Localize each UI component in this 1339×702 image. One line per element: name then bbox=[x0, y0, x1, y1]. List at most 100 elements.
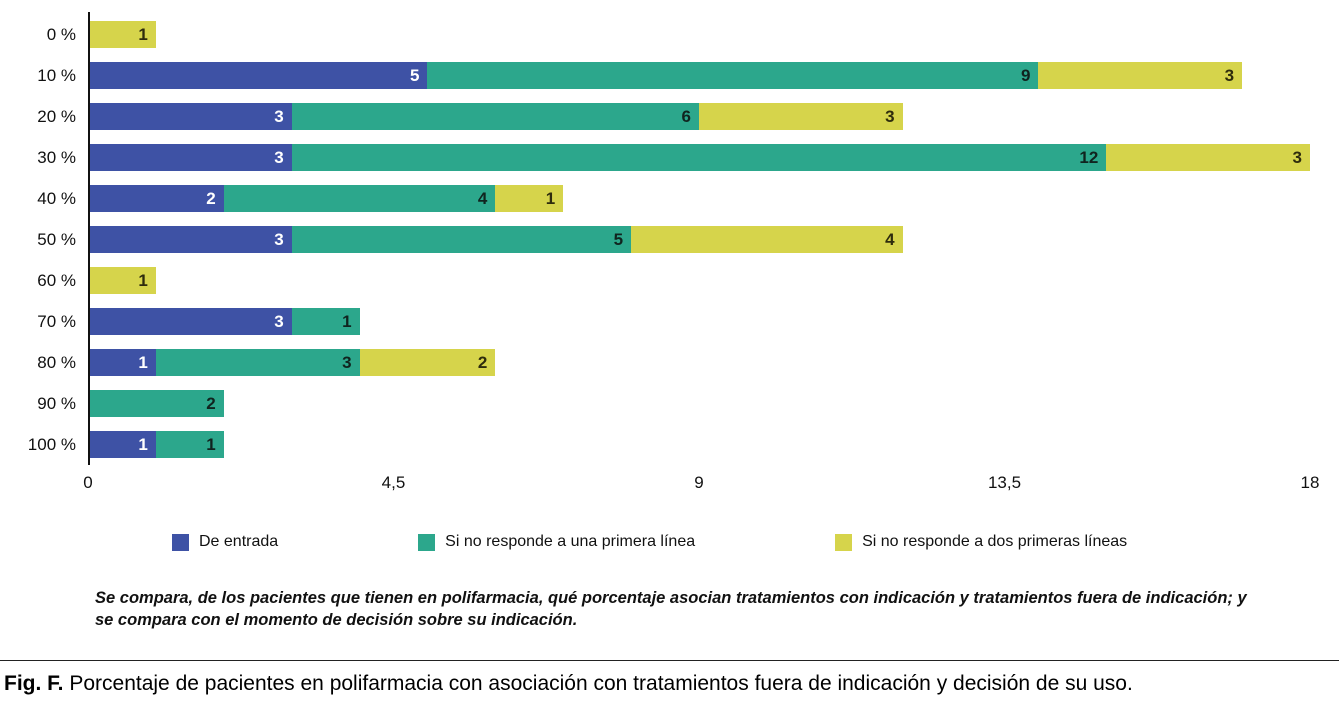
bar-value-label: 12 bbox=[1079, 148, 1099, 167]
bar-stack: 2 4 1 bbox=[88, 185, 1310, 212]
bar-value-label: 6 bbox=[681, 107, 691, 126]
bar-stack: 3 12 3 bbox=[88, 144, 1310, 171]
chart-row: 10 % 5 9 3 bbox=[0, 55, 1310, 96]
figure-caption-label: Fig. F. bbox=[4, 672, 64, 695]
y-axis-tick-label: 100 % bbox=[27, 434, 76, 454]
bar-value-label: 3 bbox=[274, 107, 284, 126]
bar-value-label: 3 bbox=[274, 312, 284, 331]
plot-rows: 0 % 1 10 % 5 9 3 20 % 3 6 3 30 % 3 12 3 40 % 2 4 1 50 % 3 5 4… bbox=[0, 14, 1310, 465]
bar-segment: 1 bbox=[291, 308, 360, 335]
y-axis-tick-label: 20 % bbox=[37, 106, 76, 126]
chart-row: 100 % 1 1 bbox=[0, 424, 1310, 465]
y-axis-tick-label: 60 % bbox=[37, 270, 76, 290]
bar-segment: 2 bbox=[359, 349, 496, 376]
bar-segment: 3 bbox=[88, 308, 292, 335]
bar-value-label: 2 bbox=[206, 189, 216, 208]
x-axis-tick-label: 18 bbox=[1300, 473, 1320, 492]
legend-swatch bbox=[835, 533, 853, 551]
chart-row: 0 % 1 bbox=[0, 14, 1310, 55]
bar-segment: 2 bbox=[88, 185, 224, 212]
x-axis-tick-label: 13,5 bbox=[987, 473, 1022, 492]
x-axis: 0 4,5 9 13,5 18 bbox=[83, 465, 1319, 501]
bar-segment: 3 bbox=[698, 103, 903, 130]
bar-value-label: 5 bbox=[613, 230, 624, 249]
bar-value-label: 1 bbox=[138, 353, 148, 372]
bar-value-label: 3 bbox=[342, 353, 352, 372]
legend-swatch bbox=[418, 533, 436, 551]
y-axis-tick-label: 70 % bbox=[37, 311, 76, 331]
bar-value-label: 3 bbox=[1224, 66, 1235, 85]
bar-segment: 3 bbox=[88, 103, 292, 130]
bar-value-label: 3 bbox=[274, 148, 284, 167]
bar-value-label: 3 bbox=[1292, 148, 1302, 167]
bar-segment: 3 bbox=[155, 349, 360, 376]
bar-segment: 4 bbox=[631, 226, 903, 253]
bar-segment: 1 bbox=[88, 431, 156, 458]
legend-label: Si no responde a una primera línea bbox=[445, 533, 696, 550]
y-axis-tick-label: 30 % bbox=[37, 147, 76, 167]
chart-row: 50 % 3 5 4 bbox=[0, 219, 1310, 260]
chart-note: Se compara, de los pacientes que tienen … bbox=[95, 589, 1247, 630]
bar-stack: 1 bbox=[88, 267, 1310, 294]
bar-segment: 9 bbox=[427, 62, 1039, 89]
bar-segment: 5 bbox=[88, 62, 428, 89]
bar-segment: 6 bbox=[291, 103, 699, 130]
bar-segment: 3 bbox=[88, 226, 292, 253]
bar-segment: 3 bbox=[1106, 144, 1310, 171]
bar-value-label: 1 bbox=[138, 435, 148, 454]
y-axis-tick-label: 90 % bbox=[37, 393, 76, 413]
figure-caption-text: Porcentaje de pacientes en polifarmacia … bbox=[69, 672, 1133, 695]
bar-value-label: 1 bbox=[138, 25, 148, 44]
bar-stack: 3 6 3 bbox=[88, 103, 1310, 130]
legend-item: Si no responde a una primera línea bbox=[418, 533, 695, 551]
bar-segment: 1 bbox=[88, 349, 156, 376]
x-axis-tick-label: 4,5 bbox=[381, 473, 406, 492]
bar-value-label: 1 bbox=[545, 189, 556, 208]
chart-row: 30 % 3 12 3 bbox=[0, 137, 1310, 178]
bar-value-label: 2 bbox=[206, 394, 216, 413]
y-axis-tick-label: 10 % bbox=[37, 65, 76, 85]
chart-row: 60 % 1 bbox=[0, 260, 1310, 301]
bar-segment: 1 bbox=[88, 267, 156, 294]
bar-segment: 3 bbox=[1038, 62, 1243, 89]
bar-segment: 4 bbox=[223, 185, 496, 212]
y-axis-tick-label: 0 % bbox=[46, 24, 76, 44]
chart-row: 70 % 3 1 bbox=[0, 301, 1310, 342]
bar-value-label: 1 bbox=[342, 312, 352, 331]
bar-value-label: 3 bbox=[885, 107, 895, 126]
stacked-bar-chart: 0 % 1 10 % 5 9 3 20 % 3 6 3 30 % 3 12 3 40 % 2 4 1 50 % 3 5 4… bbox=[0, 12, 1319, 501]
bar-value-label: 4 bbox=[477, 189, 488, 208]
legend-label: De entrada bbox=[199, 533, 279, 550]
bar-segment: 2 bbox=[88, 390, 224, 417]
chart-row: 90 % 2 bbox=[0, 383, 1310, 424]
bar-segment: 1 bbox=[155, 431, 224, 458]
y-axis-tick-label: 40 % bbox=[37, 188, 76, 208]
bar-stack: 2 bbox=[88, 390, 1310, 417]
y-axis-line bbox=[88, 12, 90, 465]
y-axis-tick-label: 80 % bbox=[37, 352, 76, 372]
bar-value-label: 3 bbox=[274, 230, 284, 249]
x-axis-tick-label: 9 bbox=[694, 473, 704, 492]
x-axis-tick-label: 0 bbox=[83, 473, 93, 492]
bar-value-label: 2 bbox=[477, 353, 488, 372]
y-axis-tick-label: 50 % bbox=[37, 229, 76, 249]
bar-value-label: 9 bbox=[1020, 66, 1031, 85]
chart-row: 80 % 1 3 2 bbox=[0, 342, 1310, 383]
bar-stack: 5 9 3 bbox=[88, 62, 1310, 89]
bar-stack: 1 3 2 bbox=[88, 349, 1310, 376]
legend-label: Si no responde a dos primeras líneas bbox=[862, 533, 1128, 550]
legend-item: De entrada bbox=[172, 533, 278, 551]
chart-legend: De entrada Si no responde a una primera l… bbox=[172, 533, 1339, 551]
bar-value-label: 5 bbox=[409, 66, 420, 85]
chart-row: 20 % 3 6 3 bbox=[0, 96, 1310, 137]
bar-segment: 1 bbox=[495, 185, 564, 212]
bar-value-label: 1 bbox=[206, 435, 216, 454]
bar-segment: 3 bbox=[88, 144, 292, 171]
plot-area: 0 % 1 10 % 5 9 3 20 % 3 6 3 30 % 3 12 3 40 % 2 4 1 50 % 3 5 4… bbox=[0, 12, 1310, 465]
bar-stack: 3 5 4 bbox=[88, 226, 1310, 253]
bar-value-label: 4 bbox=[885, 230, 895, 249]
bar-value-label: 1 bbox=[138, 271, 148, 290]
